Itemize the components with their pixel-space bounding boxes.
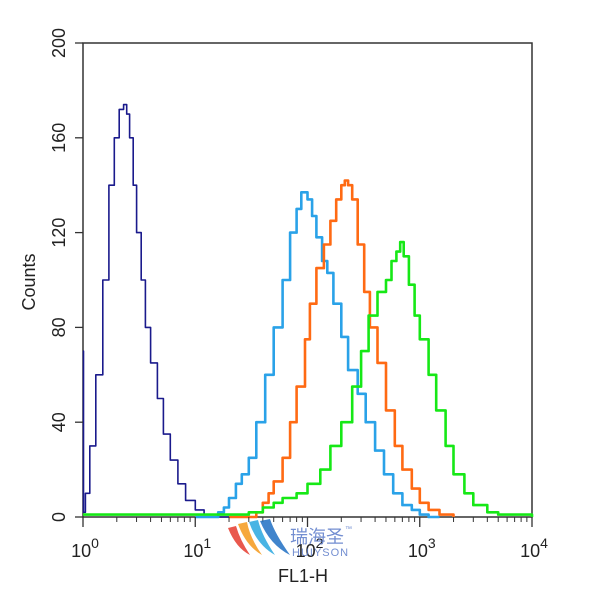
series-line-3 (229, 179, 455, 519)
x-tick-label: 102 (296, 535, 324, 561)
watermark-swoosh-icon (228, 519, 290, 555)
plot-frame (82, 42, 533, 518)
y-tick-label: 120 (49, 218, 69, 248)
watermark-english-text: HUIYSON (292, 547, 349, 559)
x-tick-label: 101 (183, 535, 211, 561)
y-axis-ticks: 0 40 80 120 160 200 (49, 28, 83, 522)
x-tick-label: 104 (520, 535, 548, 561)
y-axis-title: Counts (19, 253, 39, 310)
series-layer (82, 103, 534, 519)
watermark-trademark: ™ (345, 526, 352, 533)
x-axis-ticks: 100 101 102 103 104 (71, 517, 548, 561)
x-tick-label: 100 (71, 535, 99, 561)
y-tick-label: 200 (49, 28, 69, 58)
x-tick-label: 103 (408, 535, 436, 561)
series-line-4 (83, 240, 534, 517)
watermark-logo: 瑞海圣 HUIYSON ™ (228, 519, 352, 559)
series-line-1 (82, 103, 234, 518)
watermark-chinese-text: 瑞海圣 (290, 527, 344, 547)
y-tick-label: 160 (49, 123, 69, 153)
x-axis-title: FL1-H (278, 566, 328, 586)
y-tick-label: 80 (49, 317, 69, 337)
y-tick-label: 0 (49, 512, 69, 522)
series-line-2 (195, 191, 440, 519)
y-tick-label: 40 (49, 412, 69, 432)
